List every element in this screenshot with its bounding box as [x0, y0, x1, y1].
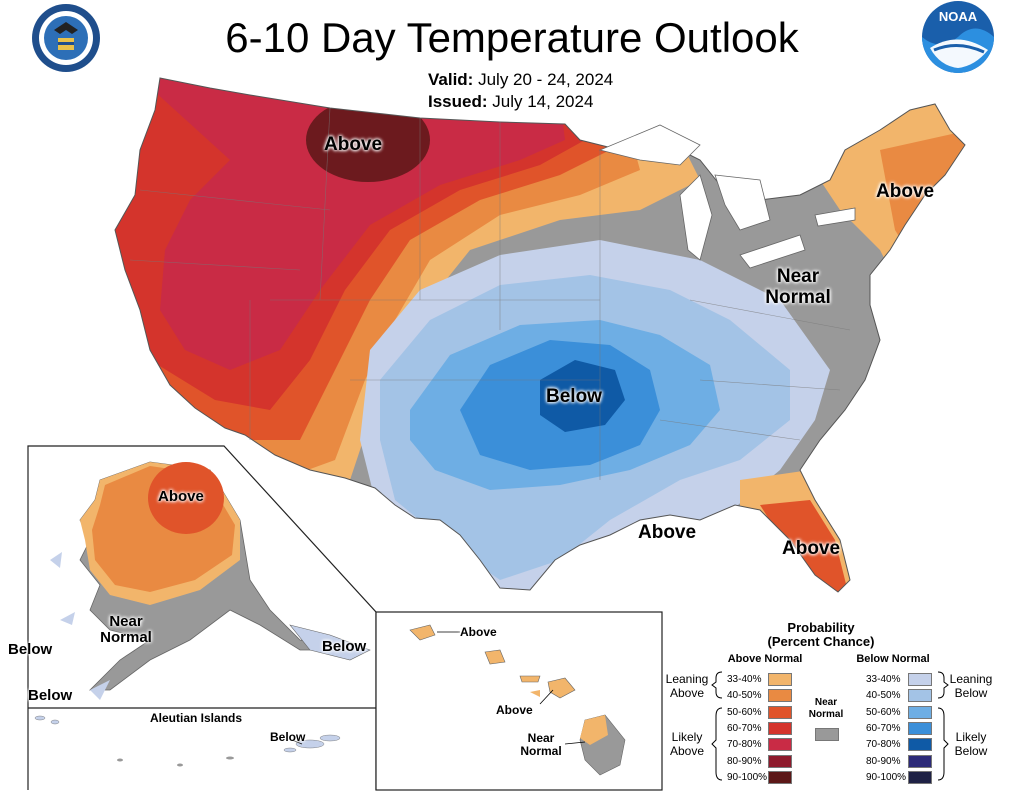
legend-title-1: Probability [787, 620, 855, 635]
leaning-above-line1: Leaning [665, 672, 709, 686]
leaning-below-line2: Below [954, 686, 988, 700]
label-aleutian-below: Below [270, 730, 306, 744]
lake-huron [714, 174, 771, 231]
label-ak-above: Above [158, 488, 204, 505]
ak-near-line2: Normal [100, 629, 152, 646]
label-gulf-above: Above [638, 522, 697, 543]
label-ak-below-bottom: Below [28, 687, 73, 704]
lake-ontario [814, 207, 856, 227]
below-swatch-0 [908, 673, 932, 686]
issued-date: Issued: July 14, 2024 [428, 92, 593, 112]
above-range-5: 80-90% [727, 755, 762, 767]
near-normal-swatch [815, 728, 839, 741]
legend-leaning-below: Leaning Below [944, 672, 998, 700]
label-hi-above-2: Above [496, 703, 533, 717]
legend-near-normal: Near Normal [804, 697, 848, 721]
below-swatch-2 [908, 705, 932, 719]
label-ne-above: Above [876, 181, 935, 202]
issued-value: July 14, 2024 [492, 92, 594, 111]
issued-label: Issued: [428, 92, 488, 111]
above-range-0: 33-40% [727, 674, 762, 685]
near-normal-line2: Normal [765, 287, 831, 308]
lake-michigan [679, 174, 713, 261]
above-range-4: 70-80% [727, 739, 762, 751]
above-swatch-1 [768, 689, 792, 703]
below-range-4: 70-80% [866, 739, 901, 751]
above-swatch-2 [768, 705, 792, 719]
below-swatch-5 [908, 754, 932, 768]
lake-superior [598, 124, 701, 166]
label-ak-below-left: Below [8, 641, 53, 658]
below-range-1: 40-50% [866, 690, 901, 702]
above-range-6: 90-100% [727, 771, 768, 783]
below-swatch-1 [908, 689, 932, 703]
below-range-2: 50-60% [866, 706, 901, 718]
leaning-below-line1: Leaning [949, 672, 993, 686]
above-range-3: 60-70% [727, 722, 762, 734]
label-near-normal: Near Normal [758, 266, 838, 308]
valid-label: Valid: [428, 70, 474, 89]
below-swatch-6 [908, 770, 932, 784]
noaa-logo-text: NOAA [938, 9, 978, 24]
map-title: 6-10 Day Temperature Outlook [225, 14, 799, 61]
above-range-2: 50-60% [727, 706, 762, 718]
label-ak-near-normal: Near Normal [94, 614, 158, 646]
below-range-5: 80-90% [866, 755, 901, 767]
label-below-central: Below [546, 386, 602, 407]
above-swatch-5 [768, 754, 792, 768]
above-swatch-6 [768, 770, 792, 784]
hi-near-line1: Near [527, 731, 555, 745]
legend-above-header: Above Normal [727, 653, 803, 665]
hi-near-line2: Normal [520, 744, 562, 758]
above-swatch-3 [768, 721, 792, 735]
valid-value: July 20 - 24, 2024 [478, 70, 614, 89]
label-ak-below-right: Below [322, 638, 367, 655]
likely-below-line2: Below [954, 744, 988, 758]
below-range-0: 33-40% [866, 674, 901, 685]
label-florida-above: Above [782, 538, 841, 559]
near-line2: Normal [808, 709, 844, 720]
likely-above-line1: Likely [671, 730, 703, 744]
label-hi-near-normal: Near Normal [516, 732, 566, 758]
legend-leaning-above: Leaning Above [660, 672, 714, 700]
legend-likely-above: Likely Above [660, 730, 714, 758]
above-swatch-4 [768, 738, 792, 752]
valid-dates: Valid: July 20 - 24, 2024 [428, 70, 613, 90]
likely-above-line2: Above [669, 744, 705, 758]
above-range-1: 40-50% [727, 690, 762, 702]
likely-below-line1: Likely [955, 730, 987, 744]
aleutian-title: Aleutian Islands [150, 711, 243, 725]
legend-below-header: Below Normal [856, 653, 930, 665]
below-swatch-3 [908, 721, 932, 735]
legend-title-2: (Percent Chance) [767, 634, 875, 649]
leaning-above-line2: Above [669, 686, 705, 700]
legend-likely-below: Likely Below [944, 730, 998, 758]
ak-near-line1: Near [109, 613, 143, 630]
below-range-3: 60-70% [866, 722, 901, 734]
lake-erie [739, 234, 806, 269]
label-nw-above: Above [324, 134, 383, 155]
above-swatch-0 [768, 673, 792, 686]
below-swatch-4 [908, 738, 932, 752]
below-range-6: 90-100% [866, 771, 907, 783]
near-line1: Near [814, 697, 838, 708]
near-normal-line1: Near [776, 266, 820, 287]
label-hi-above-1: Above [460, 625, 497, 639]
